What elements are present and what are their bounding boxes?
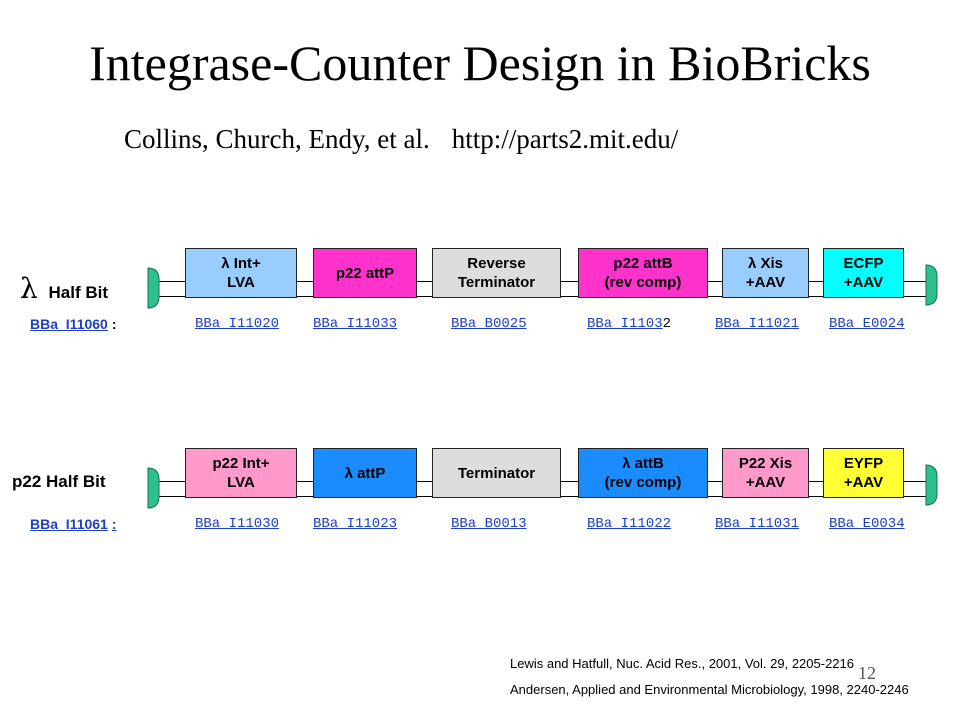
part-id-link[interactable]: BBa_I11032 <box>587 316 672 332</box>
construct-label-lambda: λ Half Bit <box>20 272 108 305</box>
part-id-link[interactable]: BBa_I11033 <box>313 316 398 332</box>
part-p22-int-lva: p22 Int+ LVA <box>185 448 297 498</box>
part-id-link[interactable]: BBa_B0013 <box>451 516 527 532</box>
part-lambda-int-lva: λ Int+ LVA <box>185 248 297 298</box>
part-p22-xis-aav: P22 Xis +AAV <box>722 448 809 498</box>
left-end-cap-icon <box>147 267 160 309</box>
part-lambda-xis-aav: λ Xis +AAV <box>722 248 809 298</box>
part-p22-attp: p22 attP <box>313 248 417 298</box>
part-id-link[interactable]: BBa_E0024 <box>829 316 905 332</box>
part-reverse-terminator: Reverse Terminator <box>432 248 561 298</box>
part-terminator: Terminator <box>432 448 561 498</box>
lambda-symbol: λ <box>20 272 38 305</box>
authors-line: Collins, Church, Endy, et al. http://part… <box>124 124 678 155</box>
authors-text: Collins, Church, Endy, et al. <box>124 124 430 154</box>
part-id-link[interactable]: BBa_I11031 <box>715 516 800 532</box>
slide-number: 12 <box>858 663 876 683</box>
construct-id-i11060[interactable]: BBa_I11060: <box>30 316 117 332</box>
right-end-cap-icon <box>925 464 938 506</box>
part-id-link[interactable]: BBa_I11022 <box>587 516 672 532</box>
part-lambda-attp: λ attP <box>313 448 417 498</box>
registry-url[interactable]: http://parts2.mit.edu/ <box>451 124 679 154</box>
part-id-link[interactable]: BBa_I11020 <box>195 316 280 332</box>
left-end-cap-icon <box>147 467 160 509</box>
construct-label-text: p22 Half Bit <box>12 472 106 491</box>
part-id-link[interactable]: BBa_I11023 <box>313 516 398 532</box>
part-id-link[interactable]: BBa_I11021 <box>715 316 800 332</box>
right-end-cap-icon <box>925 264 938 306</box>
construct-label-text: Half Bit <box>48 283 108 302</box>
part-id-link[interactable]: BBa_E0034 <box>829 516 905 532</box>
construct-label-p22: p22 Half Bit <box>12 472 106 492</box>
part-p22-attb-rev-comp: p22 attB (rev comp) <box>578 248 708 298</box>
part-ecfp-aav: ECFP +AAV <box>823 248 904 298</box>
reference-1: Lewis and Hatfull, Nuc. Acid Res., 2001,… <box>510 656 854 671</box>
part-id-link[interactable]: BBa_B0025 <box>451 316 527 332</box>
part-eyfp-aav: EYFP +AAV <box>823 448 904 498</box>
part-lambda-attb-rev-comp: λ attB (rev comp) <box>578 448 708 498</box>
part-id-link[interactable]: BBa_I11030 <box>195 516 280 532</box>
reference-2: Andersen, Applied and Environmental Micr… <box>510 682 909 697</box>
slide-title: Integrase-Counter Design in BioBricks <box>89 35 871 91</box>
construct-id-i11061[interactable]: BBa_I11061: <box>30 516 117 532</box>
